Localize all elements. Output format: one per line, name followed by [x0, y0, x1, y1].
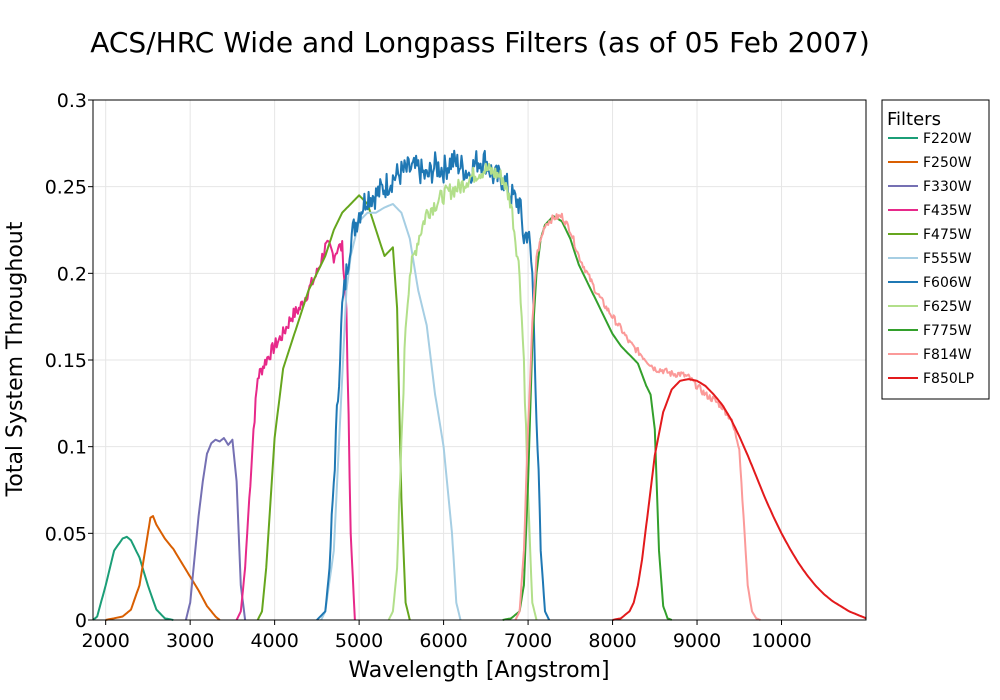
legend: Filters F220W F250W F330W F435W F475W F555W F6…: [881, 99, 990, 400]
legend-item-label: F475W: [923, 227, 972, 243]
legend-box: [881, 99, 990, 400]
legend-title: Filters: [887, 109, 941, 130]
y-tick-label: 0.2: [57, 263, 87, 285]
legend-item-label: F250W: [923, 155, 972, 171]
x-tick-label: 2000: [81, 630, 129, 652]
series-line-f250w: [105, 515, 221, 621]
series-line-f775w: [502, 215, 673, 621]
x-tick-label: 6000: [419, 630, 467, 652]
plot-lines: [92, 149, 867, 621]
series-line-f850lp: [612, 378, 867, 621]
series-line-f330w: [184, 437, 247, 621]
series-line-f435w: [235, 239, 356, 621]
x-tick-label: 7000: [504, 630, 552, 652]
legend-item-label: F814W: [923, 347, 972, 363]
legend-item-label: F330W: [923, 179, 972, 195]
series-line-f475w: [256, 194, 411, 621]
y-tick-label: 0.1: [57, 437, 87, 459]
x-tick-label: 4000: [250, 630, 298, 652]
grid: [93, 99, 866, 621]
axes: 2000 3000 4000 5000 6000 7000 8000 9000 10000 0 0.…: [45, 90, 812, 652]
legend-item-label: F625W: [923, 299, 972, 315]
y-tick-label: 0.3: [57, 90, 87, 112]
x-tick-label: 8000: [588, 630, 636, 652]
series-line-f625w: [387, 162, 538, 621]
series-line-f220w: [92, 535, 174, 621]
y-tick-label: 0: [75, 610, 87, 632]
series-line-f814w: [514, 212, 761, 621]
x-tick-label: 3000: [166, 630, 214, 652]
legend-item-label: F850LP: [923, 371, 974, 387]
y-tick-label: 0.05: [45, 523, 87, 545]
legend-item-label: F220W: [923, 131, 972, 147]
x-tick-label: 9000: [673, 630, 721, 652]
chart-title: ACS/HRC Wide and Longpass Filters (as of…: [90, 26, 870, 59]
x-tick-label: 5000: [335, 630, 383, 652]
x-tick-label: 10000: [751, 630, 811, 652]
legend-item-label: F775W: [923, 323, 972, 339]
y-tick-label: 0.25: [45, 177, 87, 199]
legend-item-label: F555W: [923, 251, 972, 267]
legend-item-label: F435W: [923, 203, 972, 219]
x-axis-label: Wavelength [Angstrom]: [348, 658, 609, 683]
y-axis-label: Total System Throughout: [3, 221, 28, 497]
series-line-f555w: [320, 203, 462, 621]
y-tick-label: 0.15: [45, 350, 87, 372]
legend-item-label: F606W: [923, 275, 972, 291]
